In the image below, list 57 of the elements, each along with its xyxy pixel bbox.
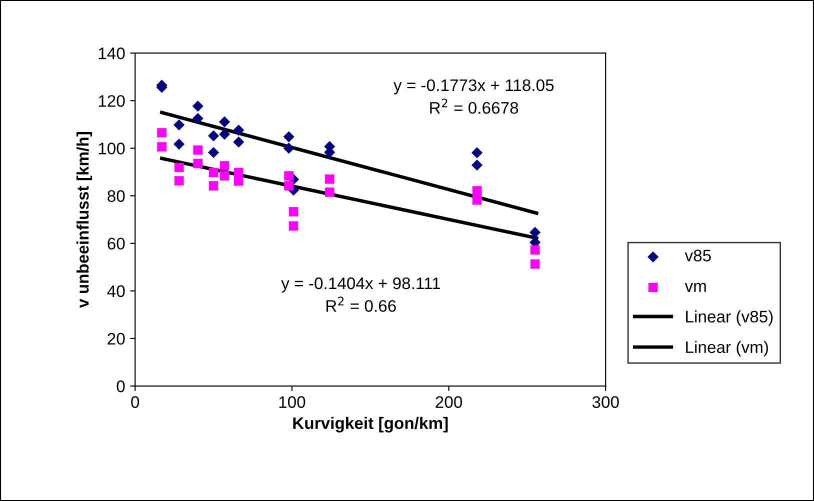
point	[288, 207, 298, 216]
point	[157, 128, 166, 138]
annotation: y = -0.1404x + 98.111 R$^{2}$ = 0.66	[281, 277, 440, 312]
point	[529, 226, 541, 238]
point	[472, 186, 482, 196]
y-tick-label: 20	[108, 332, 125, 345]
point	[174, 176, 184, 186]
point	[220, 171, 230, 180]
point	[193, 145, 203, 155]
y-axis-title: v unbeeinflusst [km/h]	[76, 132, 92, 308]
point	[472, 195, 482, 205]
x-tick-label: 300	[592, 396, 619, 408]
point	[288, 221, 298, 231]
legend-label: Linear (v85)	[686, 310, 773, 326]
x-axis-title: Kurvigkeit [gon/km]	[293, 416, 448, 432]
y-tick-label: 100	[98, 142, 125, 154]
point	[324, 188, 334, 197]
point	[208, 181, 218, 190]
point	[192, 100, 204, 112]
point	[233, 136, 244, 148]
annotation: y = -0.1773x + 118.05 R$^{2}$ = 0.6678	[393, 79, 554, 114]
y-tick-label: 0	[116, 380, 125, 392]
point	[284, 171, 294, 180]
y-tick-label: 80	[108, 190, 125, 202]
point	[234, 176, 244, 186]
point	[208, 130, 220, 142]
point	[174, 162, 184, 172]
point	[284, 181, 294, 190]
y-tick-label: 40	[107, 285, 125, 298]
point	[471, 160, 483, 171]
point	[193, 158, 203, 168]
point	[324, 174, 334, 184]
legend-label: Linear (vm)	[686, 340, 768, 356]
point	[218, 116, 230, 128]
point	[234, 168, 244, 178]
legend-label: v85	[684, 250, 711, 262]
point	[218, 128, 230, 140]
y-tick-label: 120	[98, 95, 125, 107]
y-tick-label: 60	[108, 238, 125, 250]
point	[192, 112, 204, 124]
point	[208, 168, 218, 178]
x-tick-label: 100	[279, 396, 306, 408]
point	[283, 131, 294, 142]
point	[530, 245, 540, 255]
point	[173, 138, 185, 150]
point	[173, 119, 185, 130]
legend-label: vm	[684, 282, 706, 292]
point	[283, 142, 294, 154]
point	[530, 259, 540, 269]
point	[208, 146, 220, 158]
x-tick-label: 0	[131, 396, 140, 408]
point	[233, 124, 244, 136]
y-tick-label: 140	[98, 48, 125, 60]
point	[220, 161, 230, 170]
point	[157, 142, 166, 152]
x-tick-label: 200	[436, 396, 462, 408]
point	[471, 147, 483, 158]
